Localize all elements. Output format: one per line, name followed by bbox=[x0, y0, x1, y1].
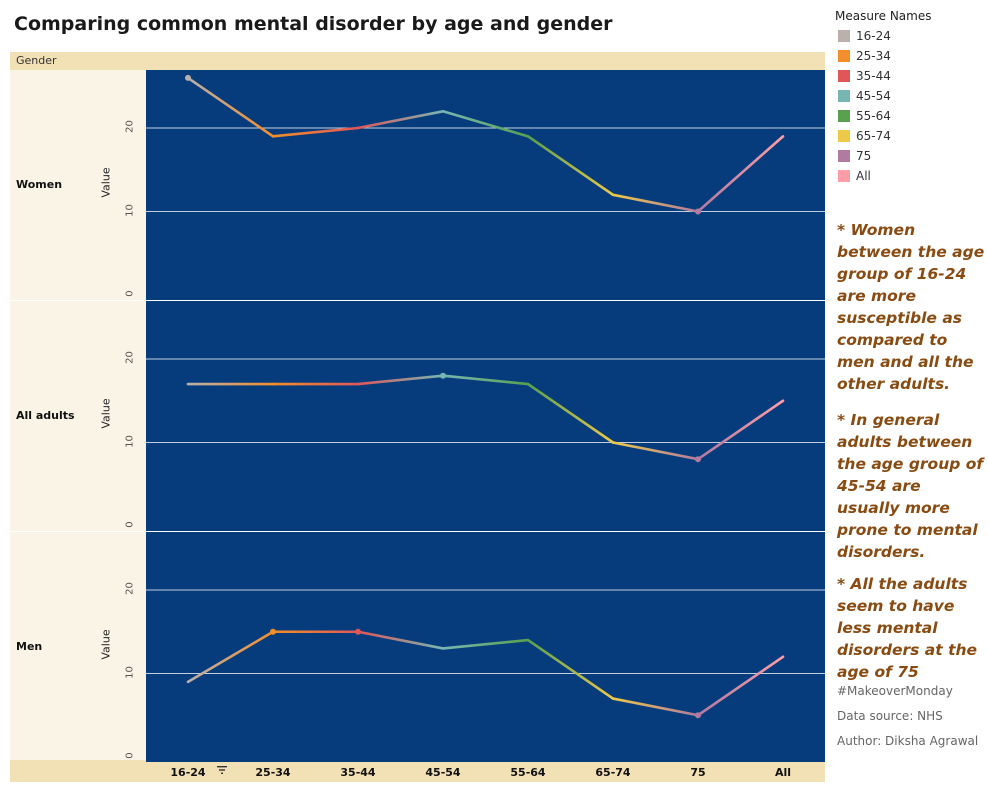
series-line-segment bbox=[526, 135, 615, 197]
legend-item[interactable]: 65-74 bbox=[838, 129, 891, 143]
note-75: * All the adults seem to have less menta… bbox=[837, 575, 978, 681]
series-line-segment bbox=[611, 193, 700, 213]
legend-item[interactable]: 55-64 bbox=[838, 109, 891, 123]
plot-panel-0 bbox=[146, 70, 825, 300]
row-label-column bbox=[10, 70, 95, 760]
axis-column bbox=[95, 70, 146, 760]
plot-panel-2 bbox=[146, 532, 825, 762]
sort-icon[interactable] bbox=[216, 764, 228, 776]
series-line-segment bbox=[441, 374, 530, 386]
legend-label: 25-34 bbox=[856, 49, 891, 63]
note-women: * Women between the age group of 16-24 a… bbox=[837, 221, 985, 393]
series-line-segment bbox=[186, 76, 275, 138]
legend-label: 75 bbox=[856, 149, 872, 163]
credit-makeover: #MakeoverMonday bbox=[837, 684, 953, 698]
data-point bbox=[695, 712, 701, 719]
gender-header: Gender bbox=[10, 52, 825, 70]
legend-item[interactable]: 35-44 bbox=[838, 69, 891, 83]
data-point bbox=[185, 74, 191, 81]
series-line-segment bbox=[696, 399, 785, 461]
x-tick-label: 45-54 bbox=[425, 766, 461, 779]
series-line-segment bbox=[611, 441, 700, 461]
data-point bbox=[440, 372, 446, 379]
data-point bbox=[355, 628, 361, 635]
legend-item[interactable]: 45-54 bbox=[838, 89, 891, 103]
series-line-segment bbox=[356, 630, 445, 650]
x-tick-label: 75 bbox=[690, 766, 706, 779]
x-tick-label: 65-74 bbox=[595, 766, 631, 779]
x-tick-label: 35-44 bbox=[340, 766, 376, 779]
x-tick-label: 16-24 bbox=[170, 766, 206, 779]
credit-source: Data source: NHS bbox=[837, 709, 943, 723]
series-line-segment bbox=[526, 382, 615, 444]
note-adults: * In general adults between the age grou… bbox=[837, 411, 984, 561]
row-label-0: Women bbox=[16, 178, 63, 191]
legend-swatch bbox=[838, 110, 850, 122]
series-line-segment bbox=[611, 697, 700, 717]
series-line-segment bbox=[696, 135, 785, 213]
legend-swatch bbox=[838, 50, 850, 62]
x-tick-label: 25-34 bbox=[255, 766, 291, 779]
legend-item[interactable]: 16-24 bbox=[838, 29, 891, 43]
chart-title: Comparing common mental disorder by age … bbox=[14, 13, 613, 35]
x-tick-label: All bbox=[774, 766, 792, 779]
legend-item[interactable]: All bbox=[838, 169, 871, 183]
row-label-2: Men bbox=[16, 640, 43, 653]
data-point bbox=[270, 628, 276, 635]
x-axis-bar bbox=[10, 760, 825, 782]
legend-label: All bbox=[856, 169, 871, 183]
data-point bbox=[695, 456, 701, 463]
data-point bbox=[695, 208, 701, 215]
legend-swatch bbox=[838, 70, 850, 82]
legend-label: 55-64 bbox=[856, 109, 891, 123]
legend-swatch bbox=[838, 170, 850, 182]
x-tick-label: 55-64 bbox=[510, 766, 546, 779]
legend-swatch bbox=[838, 150, 850, 162]
legend-swatch bbox=[838, 90, 850, 102]
legend-label: 35-44 bbox=[856, 69, 891, 83]
series-line-segment bbox=[356, 110, 445, 130]
legend-swatch bbox=[838, 30, 850, 42]
plot-panel-1 bbox=[146, 301, 825, 531]
series-line-segment bbox=[441, 110, 530, 138]
series-line-segment bbox=[441, 638, 530, 650]
legend-label: 65-74 bbox=[856, 129, 891, 143]
series-line-segment bbox=[526, 638, 615, 700]
legend-item[interactable]: 75 bbox=[838, 149, 871, 163]
row-label-1: All adults bbox=[16, 409, 75, 422]
legend-title: Measure Names bbox=[835, 9, 932, 23]
series-line-segment bbox=[186, 630, 275, 684]
legend-item[interactable]: 25-34 bbox=[838, 49, 891, 63]
series-line-segment bbox=[271, 126, 360, 138]
series-line-segment bbox=[696, 655, 785, 717]
legend-swatch bbox=[838, 130, 850, 142]
credit-author: Author: Diksha Agrawal bbox=[837, 734, 979, 748]
gender-header-label: Gender bbox=[16, 54, 57, 67]
series-line-segment bbox=[356, 374, 445, 386]
legend-label: 16-24 bbox=[856, 29, 891, 43]
legend-label: 45-54 bbox=[856, 89, 891, 103]
